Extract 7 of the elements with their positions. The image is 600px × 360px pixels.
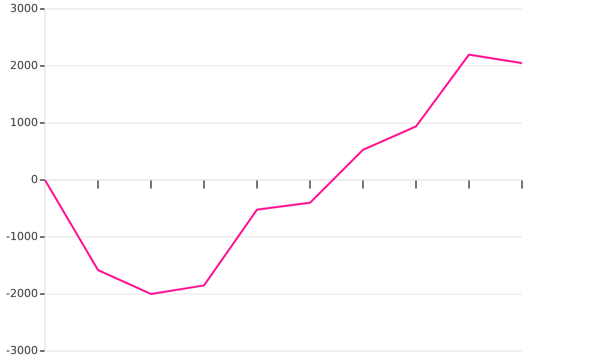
y-tick-label: -2000	[6, 286, 38, 300]
y-tick-label: 3000	[10, 2, 38, 15]
y-tick-label: 0	[31, 172, 38, 186]
y-tick-label: -3000	[6, 344, 38, 357]
y-tick-label: -1000	[6, 230, 38, 243]
y-tick-label: 1000	[10, 116, 38, 129]
y-tick-label: 2000	[10, 58, 38, 72]
